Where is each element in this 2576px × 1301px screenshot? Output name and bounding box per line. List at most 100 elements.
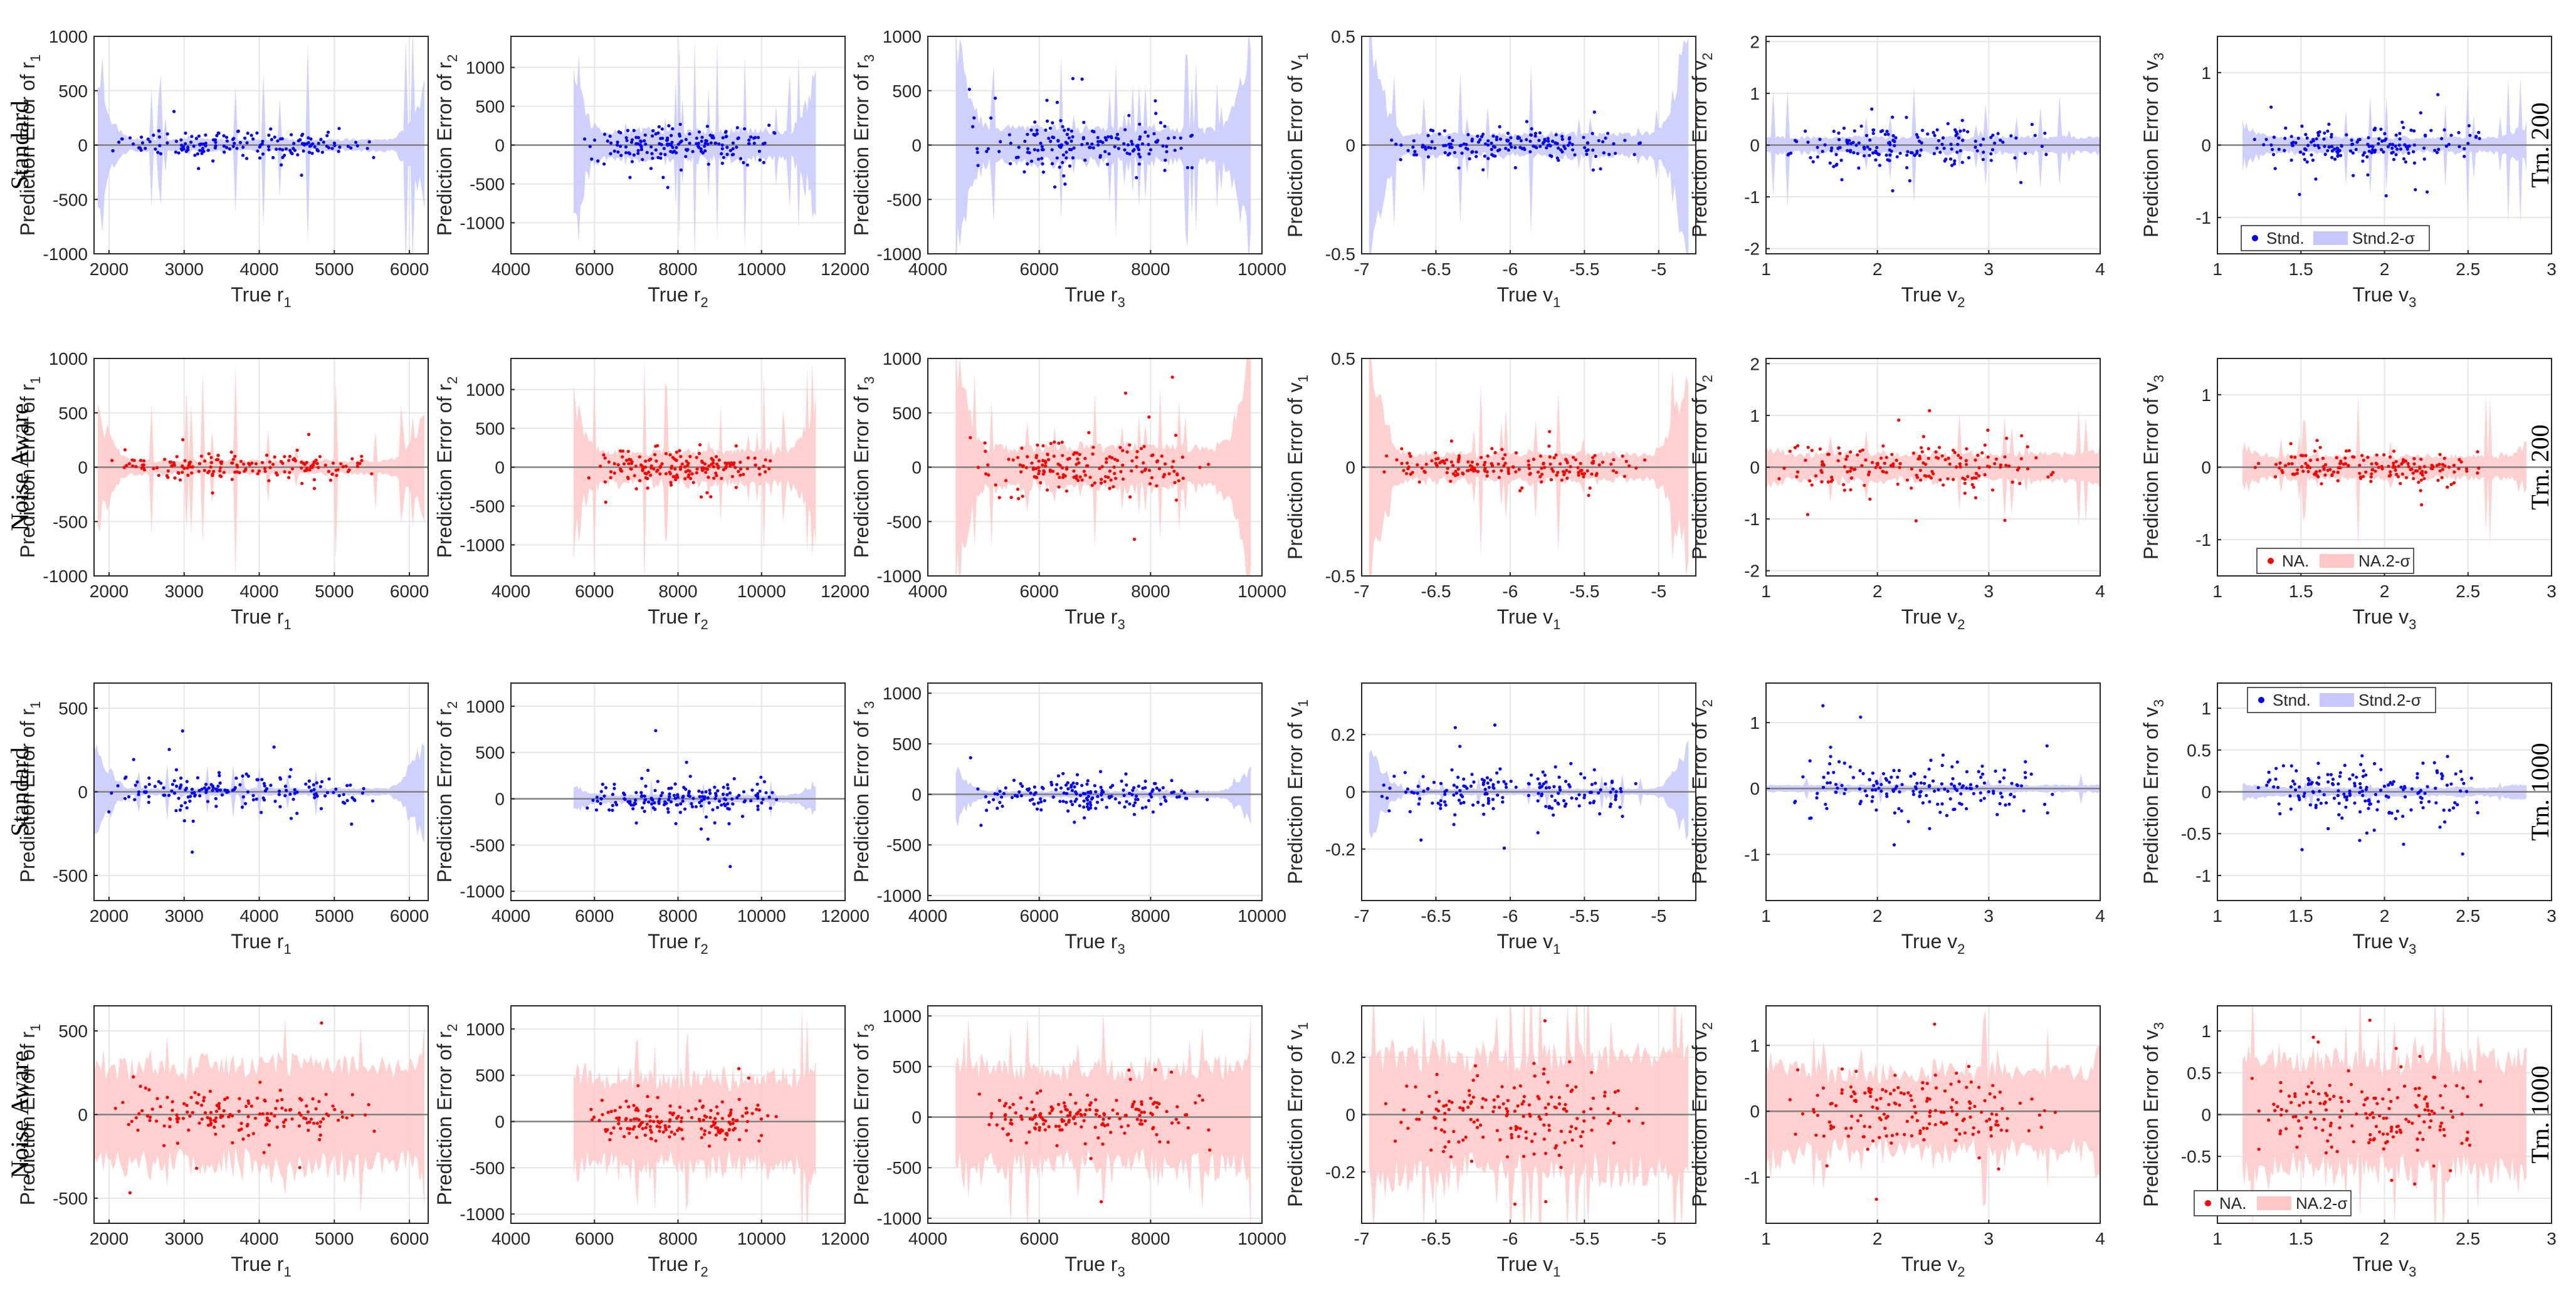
data-point [1541,142,1545,145]
data-point [200,787,204,791]
data-point [1983,473,1987,477]
data-point [720,1117,724,1121]
data-point [185,1104,189,1107]
data-point [772,131,776,135]
data-point [1941,753,1945,757]
data-point [1614,795,1617,799]
data-point [1987,790,1990,793]
data-point [1830,146,1834,150]
data-point [2304,454,2308,457]
data-point [228,1112,232,1117]
y-tick-label: -1 [2195,866,2211,886]
data-point [618,144,623,149]
y-axis-label: Prediction Error of v2 [1688,53,1715,238]
axes-frame [1765,682,2101,901]
data-point [1550,139,1555,143]
data-point [650,802,654,806]
data-point [1590,132,1594,135]
data-point [2253,137,2256,142]
data-point [350,1093,354,1097]
data-point [214,140,218,144]
data-point [2336,471,2340,474]
data-point [1974,139,1977,143]
data-point [2009,793,2012,797]
data-point [1125,800,1128,803]
data-point [2361,793,2365,797]
data-point [664,1128,668,1132]
data-point [256,472,260,476]
y-tick-label: 500 [892,734,922,754]
data-point [643,810,646,813]
data-point [767,795,771,799]
data-point [338,145,342,149]
data-point [2336,793,2340,798]
data-point [1004,786,1007,790]
data-point [2373,150,2377,154]
data-point [629,140,634,144]
data-point [2387,795,2390,799]
data-point [624,145,628,149]
data-point [1886,132,1890,136]
data-point [1157,467,1161,471]
y-axis-label: Prediction Error of v3 [2140,375,2167,560]
data-point [1147,152,1151,156]
data-point [997,496,1001,499]
data-point [660,127,664,131]
data-point [1927,785,1931,788]
data-point [2365,155,2369,159]
data-point [262,798,266,802]
data-point [1068,1092,1073,1097]
data-point [1450,145,1454,149]
data-point [641,1121,644,1124]
data-point [2422,146,2426,150]
data-point [1172,790,1175,794]
data-point [635,1108,639,1112]
data-point [1989,152,1993,156]
data-point [1406,149,1410,152]
data-point [2310,153,2313,157]
data-point [253,1116,258,1121]
data-point [1892,843,1896,847]
data-point [1858,449,1862,453]
data-point [194,1166,199,1170]
data-point [666,807,670,811]
data-point [623,797,627,802]
data-point [364,1113,367,1117]
data-point [107,810,111,814]
y-axis-label: Prediction Error of v3 [2140,699,2167,884]
data-point [1149,148,1153,152]
data-point [2005,1129,2009,1132]
data-point [1869,1094,1873,1099]
data-point [655,459,658,463]
data-point [1955,1100,1958,1104]
data-point [1049,1105,1053,1109]
data-point [1172,459,1175,463]
data-point [1863,1091,1867,1095]
data-point [1078,475,1082,479]
data-point [1020,1117,1024,1121]
data-point [192,144,196,148]
data-point [1885,792,1889,796]
data-point [1921,1087,1925,1090]
data-point [2412,476,2416,481]
data-point [1011,458,1015,462]
data-point [705,467,708,471]
data-point [680,1116,683,1120]
data-point [300,1098,303,1102]
data-point [1470,137,1475,141]
data-point [1132,803,1135,808]
data-point [2379,768,2383,771]
data-point [1876,461,1879,466]
data-point [293,788,297,792]
data-point [1796,1068,1800,1072]
data-point [1075,773,1080,776]
data-point [1106,162,1110,166]
y-axis-label: Prediction Error of r2 [433,1024,460,1206]
data-point [1536,470,1540,474]
data-point [2343,462,2348,466]
x-tick-label: 2 [2380,582,2390,601]
data-point [724,130,728,133]
data-point [130,1119,134,1124]
data-point [1438,461,1442,465]
data-point [251,793,255,798]
